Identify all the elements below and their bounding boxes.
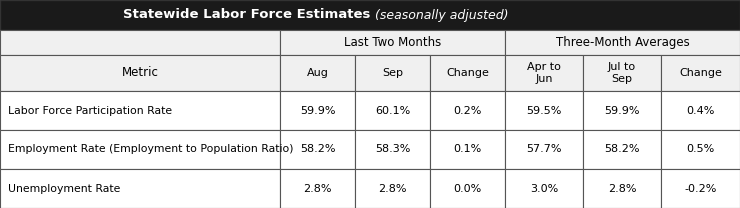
Bar (505, 91, 583, 130)
Text: 2.8%: 2.8% (378, 183, 407, 193)
Bar (355, 55, 430, 91)
Text: Aug: Aug (306, 68, 329, 78)
Text: 2.8%: 2.8% (608, 183, 636, 193)
Bar (583, 91, 661, 130)
Bar (355, 130, 430, 169)
Text: 57.7%: 57.7% (526, 145, 562, 155)
Text: Labor Force Participation Rate: Labor Force Participation Rate (8, 105, 172, 115)
Text: Unemployment Rate: Unemployment Rate (8, 183, 121, 193)
Text: 58.3%: 58.3% (375, 145, 410, 155)
Bar (280, 30, 505, 55)
Bar (0, 91, 280, 130)
Text: Employment Rate (Employment to Population Ratio): Employment Rate (Employment to Populatio… (8, 145, 294, 155)
Text: Change: Change (679, 68, 722, 78)
Text: 58.2%: 58.2% (605, 145, 640, 155)
Text: Statewide Labor Force Estimates: Statewide Labor Force Estimates (123, 9, 370, 21)
Text: 59.9%: 59.9% (605, 105, 640, 115)
Bar (355, 91, 430, 130)
Bar (280, 91, 355, 130)
Bar (280, 55, 355, 91)
Bar (661, 169, 740, 208)
Text: 2.8%: 2.8% (303, 183, 332, 193)
Bar (0, 169, 280, 208)
Text: 60.1%: 60.1% (375, 105, 410, 115)
Bar (0, 30, 280, 55)
Bar (505, 130, 583, 169)
Text: 0.1%: 0.1% (454, 145, 482, 155)
Text: Apr to
Jun: Apr to Jun (527, 62, 561, 84)
Text: (seasonally adjusted): (seasonally adjusted) (371, 9, 508, 21)
Bar (583, 169, 661, 208)
Text: 58.2%: 58.2% (300, 145, 335, 155)
Bar (280, 130, 355, 169)
Text: Last Two Months: Last Two Months (344, 36, 441, 49)
Text: Jul to
Sep: Jul to Sep (608, 62, 636, 84)
Text: 0.4%: 0.4% (686, 105, 715, 115)
Bar (505, 169, 583, 208)
Text: Sep: Sep (382, 68, 403, 78)
Text: 0.0%: 0.0% (454, 183, 482, 193)
Bar (0, 130, 280, 169)
Bar (430, 55, 505, 91)
Text: 3.0%: 3.0% (530, 183, 558, 193)
Bar (661, 55, 740, 91)
Text: Change: Change (446, 68, 489, 78)
Text: Three-Month Averages: Three-Month Averages (556, 36, 690, 49)
Text: -0.2%: -0.2% (684, 183, 716, 193)
Text: 0.5%: 0.5% (687, 145, 715, 155)
Bar (280, 169, 355, 208)
Bar (430, 91, 505, 130)
Bar (505, 30, 740, 55)
Text: 0.2%: 0.2% (454, 105, 482, 115)
Bar (583, 55, 661, 91)
Text: 59.9%: 59.9% (300, 105, 335, 115)
Bar (661, 91, 740, 130)
Bar (355, 169, 430, 208)
Bar (661, 130, 740, 169)
Text: Metric: Metric (121, 67, 158, 79)
Text: 59.5%: 59.5% (526, 105, 562, 115)
Bar (0, 55, 280, 91)
Bar (430, 130, 505, 169)
Bar (505, 55, 583, 91)
Bar (0, 0, 740, 30)
Bar (430, 169, 505, 208)
Bar (583, 130, 661, 169)
